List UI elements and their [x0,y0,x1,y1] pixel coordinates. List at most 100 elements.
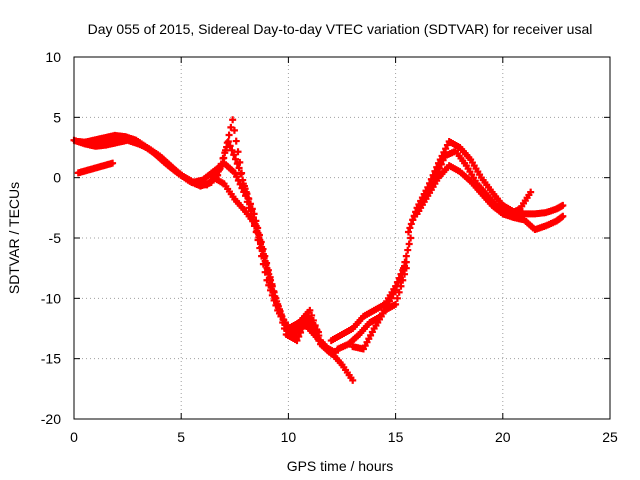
data-point [313,333,321,341]
y-tick-label: -20 [41,411,61,427]
data-point [306,318,314,326]
data-point [228,146,236,154]
data-point [397,282,405,290]
data-point [263,264,271,272]
x-tick-label: 5 [177,429,185,445]
data-point [332,349,340,357]
data-point [402,264,410,272]
data-point [559,201,567,209]
data-point [311,329,319,337]
data-point [281,320,289,328]
data-point [315,337,323,345]
data-point [439,156,447,164]
data-point [443,141,451,149]
data-point [401,270,409,278]
data-point [232,137,240,145]
data-layer [70,116,567,384]
data-point [393,294,401,302]
chart-title: Day 055 of 2015, Sidereal Day-to-day VTE… [88,21,593,37]
data-point [259,250,267,258]
data-point [404,246,412,254]
y-axis-title: SDTVAR / TECUs [6,182,22,294]
series-arc-11 [413,162,567,234]
x-tick-label: 0 [70,429,78,445]
data-point [404,228,412,236]
data-point [222,146,230,154]
data-point [349,376,357,384]
data-point [267,276,275,284]
grid [74,57,610,419]
y-tick-label: -10 [41,290,61,306]
series-arc-9 [404,137,567,236]
data-point [247,200,255,208]
data-point [274,300,282,308]
data-point [406,224,414,232]
x-axis-title: GPS time / hours [287,458,394,474]
data-point [272,294,280,302]
data-point [275,305,283,313]
data-point [309,326,317,334]
data-point [245,195,253,203]
data-point [250,210,258,218]
data-point [407,220,415,228]
data-point [270,288,278,296]
data-point [387,294,395,302]
data-point [402,252,410,260]
data-point [229,116,237,124]
data-point [256,236,264,244]
data-point [223,139,231,147]
y-tick-label: -15 [41,351,61,367]
y-tick-label: 5 [53,109,61,125]
data-point [220,154,228,162]
data-point [436,165,444,173]
data-point [109,159,117,167]
data-point [252,222,260,230]
data-point [233,173,241,181]
series-arc-3 [79,116,322,345]
axis-ticks: 0 5 10 15 20 25 -20 -15 -10 -5 0 5 10 [41,49,618,445]
data-point [527,188,535,196]
y-tick-label: 0 [53,170,61,186]
data-point [236,158,244,166]
y-tick-label: 10 [45,49,61,65]
data-point [279,315,287,323]
data-point [559,212,567,220]
data-point [295,333,303,341]
data-point [392,300,400,308]
data-point [401,258,409,266]
data-point [268,282,276,290]
data-point [225,131,233,139]
x-tick-label: 15 [388,429,404,445]
data-point [230,151,238,159]
data-point [258,243,266,251]
data-point [308,322,316,330]
data-point [230,126,238,134]
x-tick-label: 20 [495,429,511,445]
data-point [231,169,239,177]
series-arc-5 [209,174,335,358]
data-point [407,234,415,242]
data-point [265,270,273,278]
series-arc-8 [349,264,410,353]
data-point [218,162,226,170]
data-point [243,190,251,198]
data-point [232,155,240,163]
data-point [241,185,249,193]
data-point [306,306,314,314]
data-point [293,337,301,345]
data-point [327,350,335,358]
data-point [399,276,407,284]
data-point [261,257,269,265]
data-point [238,169,246,177]
data-point [442,145,450,153]
series-arc-4 [74,159,117,177]
data-point [437,160,445,168]
data-point [254,229,262,237]
data-point [277,310,285,318]
x-tick-label: 10 [281,429,297,445]
x-tick-label: 25 [602,429,618,445]
data-point [227,123,235,131]
data-point [395,288,403,296]
data-point [234,148,242,156]
